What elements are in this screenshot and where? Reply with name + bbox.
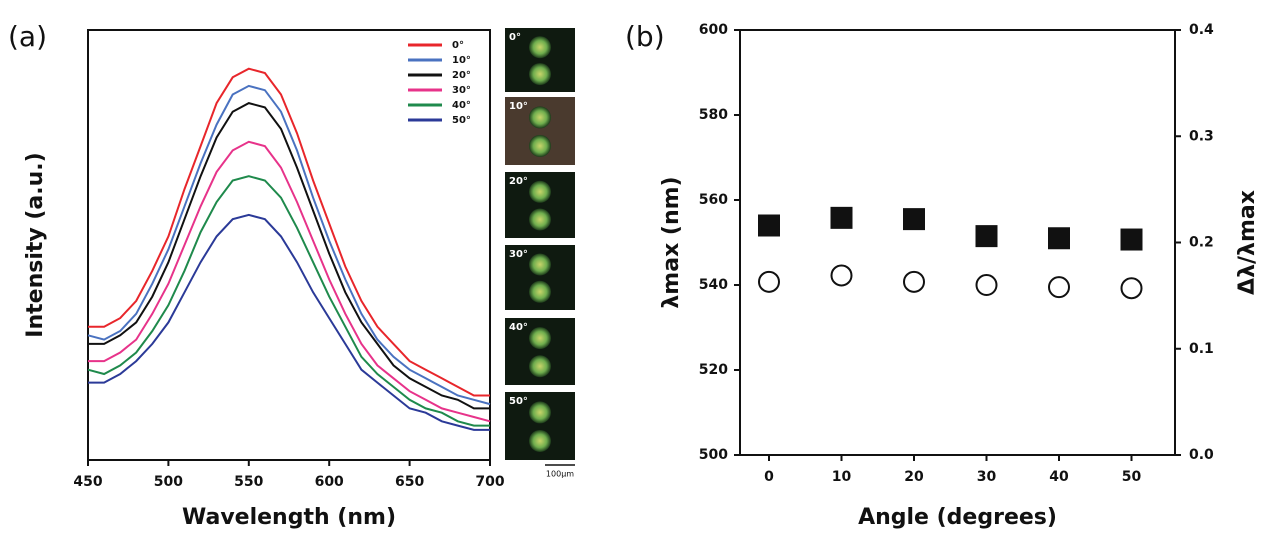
legend-label: 10°: [452, 55, 471, 66]
bead: [529, 63, 551, 86]
inset-label: 0°: [509, 32, 521, 43]
bead: [529, 327, 551, 350]
point: [1120, 277, 1143, 300]
x-tick-label: 40: [1049, 469, 1069, 485]
bead: [529, 180, 551, 203]
x-axis-title: Angle (degrees): [858, 505, 1057, 530]
point: [758, 214, 780, 237]
legend-label: 20°: [452, 70, 471, 81]
series-line: [88, 102, 490, 410]
y2-tick-label: 0.2: [1189, 235, 1214, 251]
y2-tick-label: 0.1: [1189, 341, 1214, 357]
point: [1048, 276, 1070, 299]
y2-tick-label: 0.4: [1189, 22, 1214, 38]
series-line: [88, 140, 491, 423]
x-tick-label: 10: [832, 469, 852, 485]
point: [830, 206, 853, 229]
bead: [529, 401, 551, 424]
y-axis-title: λmax (nm): [659, 176, 684, 308]
y-axis-title: Intensity (a.u.): [23, 152, 48, 337]
point: [903, 270, 925, 293]
panel-label: (a): [8, 20, 47, 53]
x-tick-label: 500: [154, 474, 183, 490]
point: [1120, 228, 1143, 251]
series-line: [88, 213, 490, 431]
series-line: [87, 84, 491, 406]
y-tick-label: 500: [699, 447, 728, 463]
x-tick-label: 700: [475, 474, 504, 490]
series-line: [88, 67, 490, 397]
y2-axis-title: Δλ/λmax: [1235, 190, 1260, 295]
inset-label: 50°: [509, 396, 528, 407]
x-tick-label: 600: [315, 474, 344, 490]
x-tick-label: 650: [395, 474, 424, 490]
inset-label: 40°: [509, 322, 528, 333]
plot-frame: [739, 29, 1176, 456]
y2-tick-label: 0.3: [1189, 128, 1214, 144]
bead: [529, 355, 551, 378]
point: [1048, 227, 1070, 250]
x-tick-label: 0: [764, 469, 774, 485]
x-tick-label: 50: [1122, 469, 1142, 485]
point: [975, 274, 998, 296]
bead: [529, 106, 551, 129]
series-line: [87, 175, 490, 427]
y-tick-label: 540: [699, 277, 728, 293]
inset-label: 10°: [509, 101, 528, 112]
y-tick-label: 600: [699, 22, 728, 38]
y-tick-label: 580: [699, 107, 728, 123]
legend-label: 0°: [452, 40, 464, 51]
bead: [529, 134, 551, 157]
x-tick-label: 20: [904, 469, 924, 485]
plot-frame: [87, 29, 491, 461]
y-tick-label: 520: [699, 362, 728, 378]
bead: [529, 253, 551, 276]
inset-label: 30°: [509, 249, 528, 260]
y-tick-label: 560: [699, 192, 728, 208]
x-axis-title: Wavelength (nm): [182, 505, 396, 530]
point: [903, 208, 925, 231]
y2-tick-label: 0.0: [1189, 447, 1214, 463]
legend-label: 40°: [452, 100, 471, 111]
bead: [529, 208, 551, 231]
x-tick-label: 30: [977, 469, 997, 485]
scale-bar-label: 100μm: [546, 470, 574, 479]
bead: [529, 36, 551, 59]
inset-label: 20°: [509, 176, 528, 187]
legend-label: 50°: [452, 115, 471, 126]
point: [975, 225, 998, 248]
bead: [529, 429, 551, 452]
bead: [529, 280, 551, 303]
x-tick-label: 450: [73, 474, 102, 490]
point: [758, 270, 780, 293]
legend-label: 30°: [452, 85, 471, 96]
x-tick-label: 550: [234, 474, 263, 490]
panel-label: (b): [625, 20, 665, 53]
point: [830, 264, 853, 287]
